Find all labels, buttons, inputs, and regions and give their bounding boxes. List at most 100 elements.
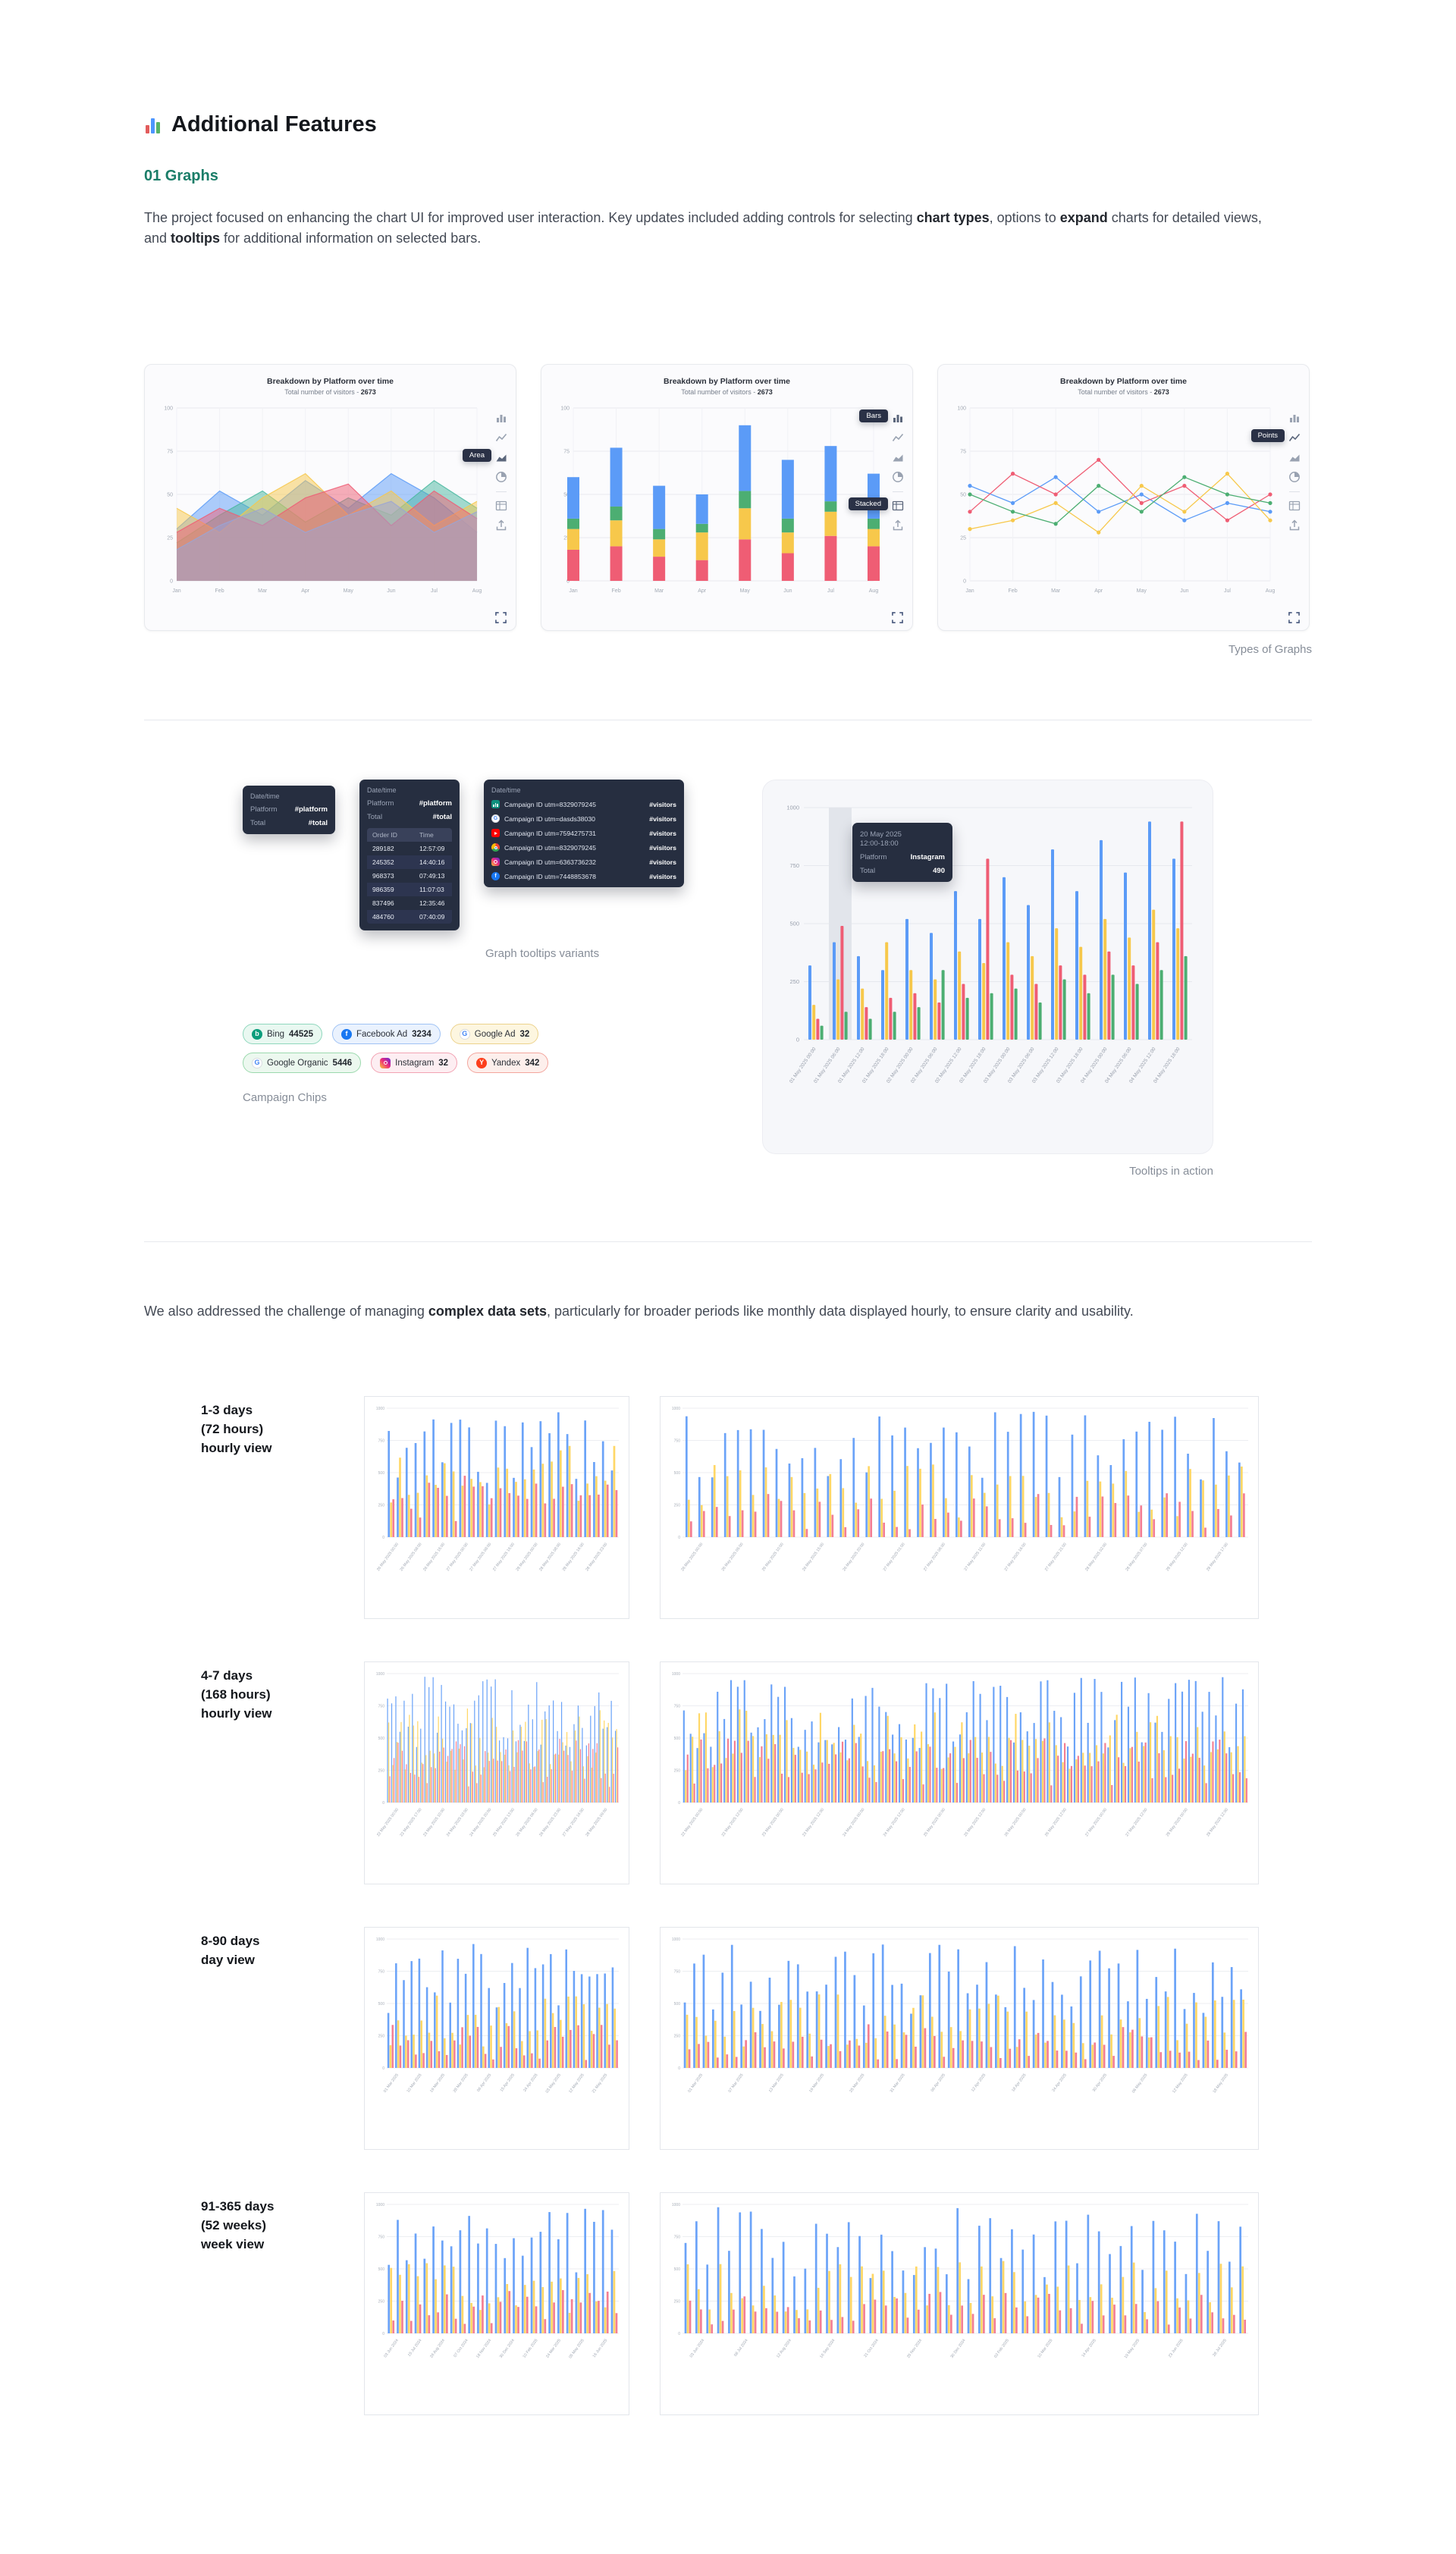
chip-label: Google Organic — [267, 1058, 328, 1068]
chart-line-icon[interactable] — [1288, 431, 1301, 444]
order-row: 289182 12:57:09 — [372, 845, 445, 852]
chart-area-icon[interactable] — [495, 451, 507, 463]
chart-toolbar — [891, 412, 905, 539]
svg-text:1000: 1000 — [672, 1407, 680, 1411]
svg-text:25 May 2025 00:00: 25 May 2025 00:00 — [923, 1808, 946, 1838]
svg-text:13 Mar 2025: 13 Mar 2025 — [768, 2073, 785, 2094]
period-label-line: hourly view — [201, 1441, 272, 1455]
chart-pie-icon[interactable] — [1288, 471, 1301, 483]
export-icon[interactable] — [1288, 519, 1301, 532]
export-icon[interactable] — [892, 519, 904, 532]
chart-title: Breakdown by Platform over time — [1060, 377, 1187, 386]
svg-text:1000: 1000 — [786, 805, 799, 811]
chart-line-icon[interactable] — [892, 431, 904, 444]
svg-text:01 May 2025 18:00: 01 May 2025 18:00 — [861, 1046, 890, 1084]
svg-text:05 May 2025: 05 May 2025 — [568, 2339, 585, 2360]
svg-text:01 Mar 2025: 01 Mar 2025 — [687, 2073, 704, 2094]
svg-text:28 May 2025 16:00: 28 May 2025 16:00 — [562, 1542, 585, 1573]
mini-chart: 1000 750 500 250 0 03 Jun 2024 15 Jul 2024 26 A… — [376, 2203, 619, 2360]
chart-toolbar — [1288, 412, 1301, 539]
chart-pie-icon[interactable] — [892, 471, 904, 483]
svg-text:12 May 2025: 12 May 2025 — [568, 2073, 585, 2094]
svg-text:28 May 2025 12:00: 28 May 2025 12:00 — [1206, 1808, 1229, 1838]
expand-chart-button[interactable] — [495, 612, 507, 623]
svg-text:500: 500 — [378, 1471, 385, 1476]
svg-text:24 May 2025 00:00: 24 May 2025 00:00 — [842, 1808, 865, 1838]
chart-area-icon[interactable] — [1288, 451, 1301, 463]
chart-bars-icon[interactable] — [1288, 412, 1301, 424]
svg-text:1000: 1000 — [376, 1672, 384, 1677]
campaign-chip[interactable]: Instagram 32 — [371, 1053, 458, 1073]
svg-text:100: 100 — [560, 406, 570, 412]
svg-text:24 May 2025 20:00: 24 May 2025 20:00 — [469, 1808, 492, 1838]
svg-text:27 May 2025 00:00: 27 May 2025 00:00 — [1084, 1808, 1108, 1838]
graph-card: Breakdown by Platform over time Total nu… — [937, 364, 1310, 631]
tooltips-in-action-column: 1000 750 500 250 0 01 May 2025 00:00 01 May 20… — [762, 780, 1213, 1178]
chart-panel-large: 1000 750 500 250 0 01 Mar 2025 07 Mar 2025 13 M… — [660, 1927, 1259, 2150]
mini-chart: 1000 750 500 250 0 01 Mar 2025 10 Mar 2025 19 M… — [376, 1937, 619, 2094]
tooltip-campaigns: Date/time Campaign ID utm=8329079245 #vi… — [484, 780, 684, 887]
export-icon[interactable] — [495, 519, 507, 532]
svg-text:24 Apr 2025: 24 Apr 2025 — [522, 2073, 538, 2093]
svg-text:0: 0 — [796, 1037, 799, 1043]
table-icon[interactable] — [1288, 500, 1301, 512]
svg-text:1000: 1000 — [376, 2203, 384, 2207]
svg-text:750: 750 — [674, 2235, 681, 2239]
period-label-line: (72 hours) — [201, 1422, 264, 1436]
chart-panel-small: 1000 750 500 250 0 01 Mar 2025 10 Mar 2025 19 M… — [364, 1927, 629, 2150]
svg-text:Aug: Aug — [1266, 588, 1276, 594]
svg-text:250: 250 — [378, 1503, 385, 1508]
svg-text:750: 750 — [674, 1704, 681, 1708]
svg-text:01 May 2025 00:00: 01 May 2025 00:00 — [789, 1046, 817, 1084]
campaign-visitors: #visitors — [649, 829, 676, 837]
caption-graph-tooltips-variants: Graph tooltips variants — [485, 947, 600, 960]
svg-text:30 Dec 2024: 30 Dec 2024 — [949, 2339, 966, 2359]
svg-text:06 May 2025: 06 May 2025 — [1131, 2073, 1149, 2094]
chart-bars-icon[interactable] — [892, 412, 904, 424]
chart-line-icon[interactable] — [495, 431, 507, 444]
period-label-line: week view — [201, 2237, 265, 2251]
chart-bars-icon[interactable] — [495, 412, 507, 424]
chip-value: 32 — [519, 1029, 530, 1039]
svg-text:Apr: Apr — [301, 588, 310, 594]
svg-text:16 Sep 2024: 16 Sep 2024 — [819, 2339, 836, 2359]
chart-panel-small: 1000 750 500 250 0 03 Jun 2024 15 Jul 2024 26 A… — [364, 2192, 629, 2415]
expand-chart-button[interactable] — [1288, 612, 1300, 623]
svg-text:01 Mar 2025: 01 Mar 2025 — [383, 2073, 400, 2094]
campaign-row: f Campaign ID utm=7448853678 #visitors — [491, 872, 676, 880]
campaign-id-text: Campaign ID utm=8329079245 — [504, 800, 596, 808]
svg-text:Feb: Feb — [1009, 588, 1018, 594]
svg-text:25 Mar 2025: 25 Mar 2025 — [849, 2073, 865, 2094]
campaign-chip[interactable]: b Bing 44525 — [243, 1024, 323, 1044]
svg-text:23 May 2025 12:00: 23 May 2025 12:00 — [802, 1808, 825, 1838]
campaign-chip[interactable]: G Google Ad 32 — [450, 1024, 539, 1044]
svg-text:26 May 2025 20:00: 26 May 2025 20:00 — [842, 1542, 865, 1573]
chip-value: 44525 — [289, 1029, 314, 1039]
chart-area-icon[interactable] — [892, 451, 904, 463]
tooltip-kv-row: Platform #platform — [367, 799, 452, 808]
svg-text:26 May 2025 00:00: 26 May 2025 00:00 — [680, 1542, 704, 1573]
mini-chart: 1000 750 500 250 0 22 May 2025 00:00 22 May 20… — [376, 1672, 619, 1838]
case-study-section: Additional Features 01 Graphs The projec… — [144, 112, 1312, 2415]
period-label: 8-90 days day view — [201, 1927, 364, 1969]
campaign-row: G Campaign ID utm=dasds38030 #visitors — [491, 814, 676, 823]
svg-text:750: 750 — [789, 862, 799, 869]
chart-pie-icon[interactable] — [495, 471, 507, 483]
chart-canvas: 100 75 50 25 0 Jan Feb Mar Apr May Jun Jul Aug — [560, 406, 880, 594]
svg-text:23 May 2025 00:00: 23 May 2025 00:00 — [761, 1808, 785, 1838]
campaign-chip[interactable]: G Google Organic 5446 — [243, 1053, 362, 1073]
table-icon[interactable] — [495, 500, 507, 512]
page-title-text: Additional Features — [171, 112, 377, 136]
table-icon[interactable] — [892, 500, 904, 512]
expand-chart-button[interactable] — [892, 612, 903, 623]
campaign-chip[interactable]: Y Yandex 342 — [467, 1053, 549, 1073]
svg-text:250: 250 — [674, 2034, 681, 2038]
svg-text:01 May 2025 12:00: 01 May 2025 12:00 — [837, 1046, 866, 1084]
svg-text:24 May 2025 03:00: 24 May 2025 03:00 — [446, 1808, 469, 1838]
tooltip-kv-row: Total 490 — [860, 867, 945, 875]
tooltip-kv-row: Total #total — [250, 819, 328, 827]
campaign-chip[interactable]: f Facebook Ad 3234 — [332, 1024, 441, 1044]
campaign-id-text: Campaign ID utm=7594275731 — [504, 829, 596, 837]
svg-text:Jan: Jan — [569, 588, 577, 594]
svg-text:0: 0 — [170, 579, 173, 585]
